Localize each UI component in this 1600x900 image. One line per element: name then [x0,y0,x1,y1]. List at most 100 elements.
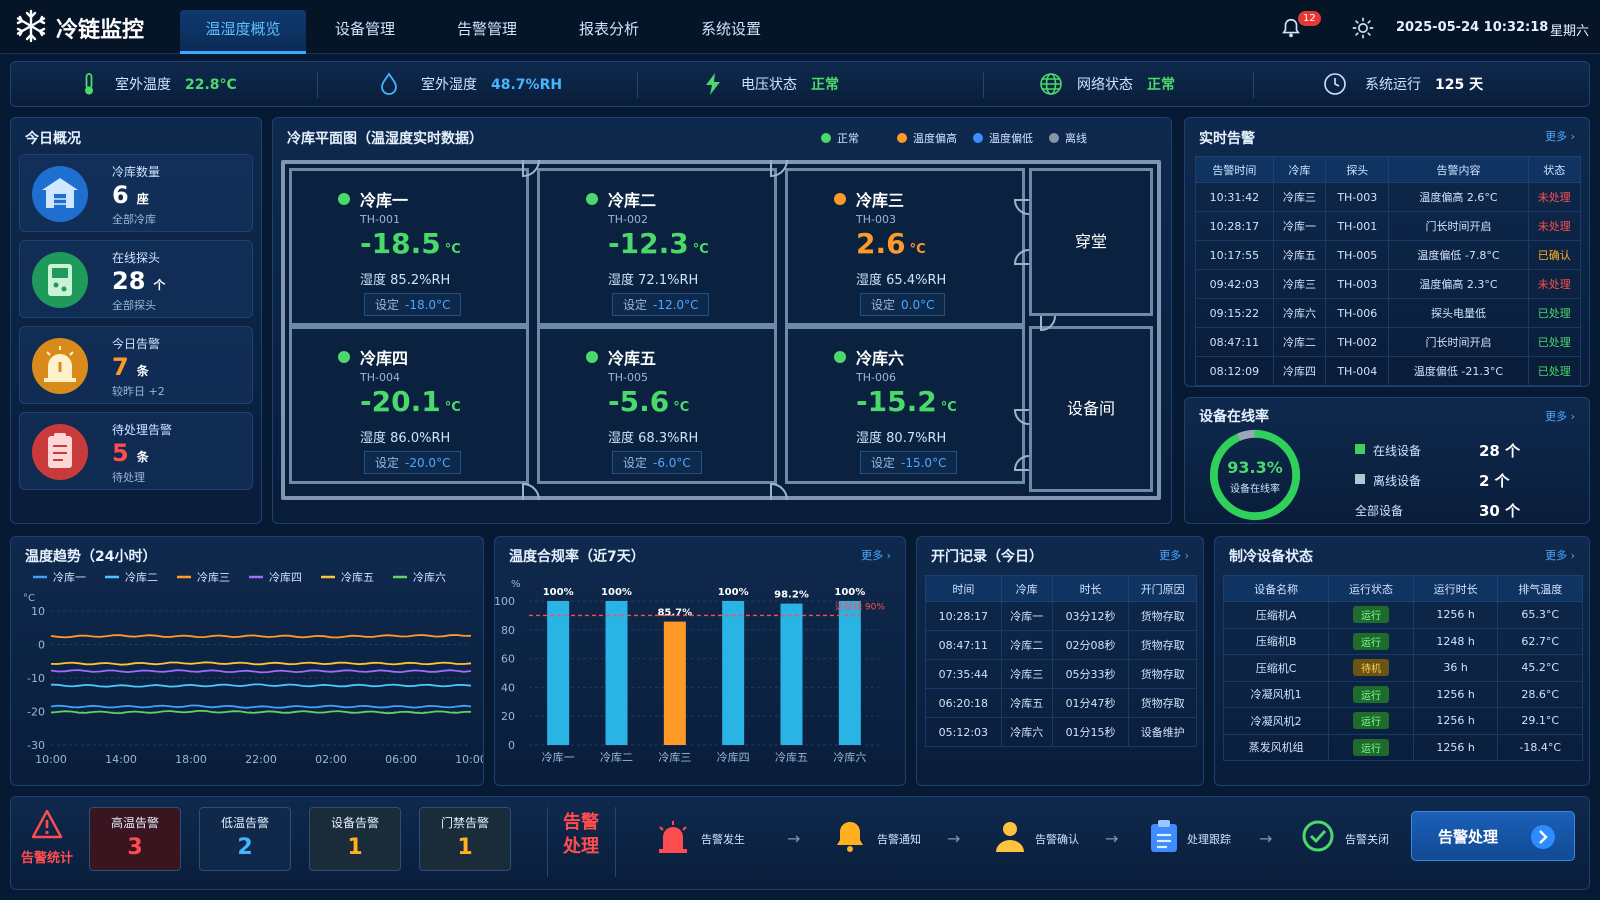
room-humidity: 湿度 80.7%RH [856,427,946,446]
y-tick-label: 20 [501,710,515,723]
room-temp-unit: °C [444,242,461,257]
x-tick-label: 冷库五 [775,751,808,764]
alarm-process-button[interactable]: 告警处理 [1411,811,1575,861]
doors-more-link[interactable]: 更多 › [1159,549,1189,562]
table-cell: 62.7°C [1497,627,1583,655]
table-row[interactable]: 压缩机B 运行 1248 h 62.7°C [1222,627,1583,655]
table-row[interactable]: 09:42:03 冷库三 TH-003 温度偏高 2.3°C 未处理 [1195,269,1581,299]
room-hum-label: 湿度 [856,431,883,446]
table-row[interactable]: 10:28:17 冷库一 03分12秒 货物存取 [925,601,1197,631]
uptime-label: 系统运行 [1365,77,1421,93]
table-row[interactable]: 07:35:44 冷库三 05分33秒 货物存取 [925,659,1197,689]
table-row[interactable]: 10:17:55 冷库五 TH-005 温度偏低 -7.8°C 已确认 [1195,240,1581,270]
table-row[interactable]: 06:20:18 冷库五 01分47秒 货物存取 [925,688,1197,718]
table-row[interactable]: 冷凝风机1 运行 1256 h 28.6°C [1222,680,1583,708]
nav-tab[interactable]: 告警管理 [456,20,517,38]
room-status-dot [338,351,350,363]
refrig-more-link[interactable]: 更多 › [1545,549,1575,562]
nav-tab[interactable]: 系统设置 [700,20,761,38]
table-cell: 1256 h [1412,601,1499,629]
legend-label: 正常 [837,132,859,145]
y-tick-label: -10 [27,672,45,685]
divider [1253,72,1254,98]
overview-card-label: 在线探头 [112,251,161,265]
cold-room[interactable]: 冷库五 TH-005 -5.6 °C 湿度 68.3%RH 设定 -6.0°C [537,326,777,484]
status-badge: 运行 [1353,606,1390,624]
outdoor-humidity: 室外湿度 48.7%RH [421,74,562,94]
alarm-count-card[interactable]: 设备告警 1 [309,807,401,871]
room-temperature: -18.5 °C [360,227,461,260]
table-row[interactable]: 冷凝风机2 运行 1256 h 29.1°C [1222,707,1583,735]
bell-icon[interactable] [1280,17,1302,39]
room-sensor-id: TH-004 [360,371,400,384]
trend-panel: 温度趋势（24小时） 冷库一 冷库二 冷库三 冷库四 冷库五 冷库六 °C 10 0 -10 -20… [10,536,484,786]
alarm-process-label: 告警 处理 [563,812,599,857]
overview-card-sub: 全部探头 [112,299,156,312]
arrow-icon: → [1259,829,1273,848]
room-temperature: -20.1 °C [360,385,461,418]
table-row[interactable]: 10:28:17 冷库一 TH-001 门长时间开启 未处理 [1195,211,1581,241]
alarms-more-link[interactable]: 更多 › [1545,130,1575,143]
room-humidity: 湿度 68.3%RH [608,427,698,446]
nav-tab[interactable]: 温湿度概览 [180,10,306,54]
table-row[interactable]: 08:12:09 冷库四 TH-004 温度偏低 -21.3°C 已处理 [1195,356,1581,386]
table-row[interactable]: 压缩机A 运行 1256 h 65.3°C [1222,601,1583,629]
bar-value-label: 100% [834,587,865,598]
table-row[interactable]: 压缩机C 待机 36 h 45.2°C [1222,654,1583,682]
y-tick-label: 10 [31,605,45,618]
table-row[interactable]: 蒸发风机组 运行 1256 h -18.4°C [1222,733,1583,761]
sun-icon[interactable] [1352,17,1374,39]
online-more-link[interactable]: 更多 › [1545,410,1575,423]
table-row[interactable]: 08:47:11 冷库二 TH-002 门长时间开启 已处理 [1195,327,1581,357]
alarm-count-value: 1 [347,835,363,860]
table-cell: 冷库五 [1000,688,1053,718]
overview-card[interactable]: 待处理告警 5 条待处理 [19,412,253,490]
legend-item: 温度偏低 [973,130,1033,146]
table-cell: 08:12:09 [1195,356,1274,386]
water-drop-icon [381,72,397,95]
cold-room[interactable]: 冷库四 TH-004 -20.1 °C 湿度 86.0%RH 设定 -20.0°C [289,326,529,484]
cold-room[interactable]: 冷库二 TH-002 -12.3 °C 湿度 72.1%RH 设定 -12.0°C [537,168,777,326]
alarm-count-card[interactable]: 低温告警 2 [199,807,291,871]
column-header: 时间 [925,575,1002,602]
thermometer-icon [85,73,93,95]
overview-panel: 今日概况 冷库数量 6 座全部冷库 在线探头 28 个全部探头 今日告警 7 条较昨日 +2 待处… [10,117,262,524]
alarm-count-card[interactable]: 高温告警 3 [89,807,181,871]
overview-title: 今日概况 [25,131,81,147]
alarm-count-card[interactable]: 门禁告警 1 [419,807,511,871]
table-row[interactable]: 10:31:42 冷库三 TH-003 温度偏高 2.6°C 未处理 [1195,182,1581,212]
outdoor-hum-label: 室外湿度 [421,77,477,93]
y-tick-label: 0 [508,739,515,752]
cold-room[interactable]: 冷库三 TH-003 2.6 °C 湿度 65.4%RH 设定 0.0°C [785,168,1025,326]
legend-label: 冷库一 [53,571,86,584]
overview-card[interactable]: 在线探头 28 个全部探头 [19,240,253,318]
room-status-dot [834,193,846,205]
power-status: 电压状态 正常 [741,74,839,94]
aux-room-equipment: 设备间 [1029,326,1153,492]
legend-label: 冷库二 [125,571,158,584]
alarm-stats-label: 告警统计 [20,851,73,866]
room-set-label: 设定 [375,456,400,470]
power-label: 电压状态 [741,77,797,93]
nav-tab[interactable]: 设备管理 [334,20,395,38]
sensor-icon [32,252,88,308]
overview-card[interactable]: 今日告警 7 条较昨日 +2 [19,326,253,404]
nav-tab[interactable]: 报表分析 [578,20,639,38]
overview-card-label: 冷库数量 [112,165,161,179]
divider [615,807,616,877]
cold-room[interactable]: 冷库一 TH-001 -18.5 °C 湿度 85.2%RH 设定 -18.0°C [289,168,529,326]
compliance-more-link[interactable]: 更多 › [861,549,891,562]
room-temperature: -12.3 °C [608,227,709,260]
bar [838,601,861,745]
notification-badge: 12 [1298,11,1321,26]
table-row[interactable]: 09:15:22 冷库六 TH-006 探头电量低 已处理 [1195,298,1581,328]
legend-label: 温度偏高 [913,132,957,145]
alarm-count-value: 3 [127,835,143,860]
table-row[interactable]: 05:12:03 冷库六 01分15秒 设备维护 [925,717,1197,747]
cold-room[interactable]: 冷库六 TH-006 -15.2 °C 湿度 80.7%RH 设定 -15.0°C [785,326,1025,484]
table-row[interactable]: 08:47:11 冷库二 02分08秒 货物存取 [925,630,1197,660]
table-cell: 探头电量低 [1388,298,1529,328]
table-cell: 已处理 [1527,356,1581,386]
overview-card[interactable]: 冷库数量 6 座全部冷库 [19,154,253,232]
